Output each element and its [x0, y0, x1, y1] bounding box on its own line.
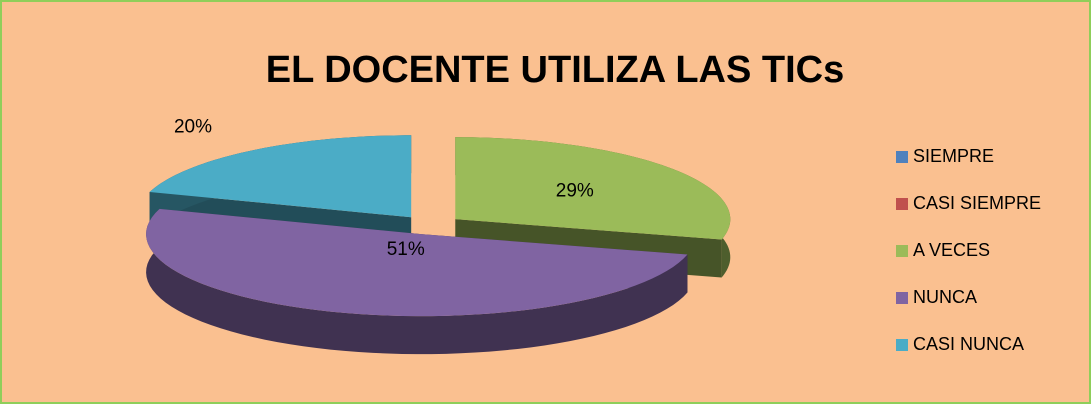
chart-title: EL DOCENTE UTILIZA LAS TICs: [266, 49, 844, 91]
legend-label: SIEMPRE: [913, 146, 994, 166]
legend-label: A VECES: [913, 240, 990, 260]
slice: [455, 137, 731, 240]
legend-label: CASI SIEMPRE: [913, 193, 1041, 213]
legend-marker: [896, 339, 908, 351]
data-label: 51%: [387, 239, 425, 260]
data-label: 20%: [174, 117, 212, 138]
data-label: 29%: [556, 181, 594, 202]
legend-label: CASI NUNCA: [913, 334, 1024, 354]
legend-marker: [896, 151, 908, 163]
legend-marker: [896, 292, 908, 304]
slice: [149, 135, 412, 218]
slice: [146, 208, 688, 317]
legend-label: NUNCA: [913, 287, 977, 307]
legend-marker: [896, 245, 908, 257]
legend-marker: [896, 198, 908, 210]
slice-wall: [146, 208, 688, 355]
